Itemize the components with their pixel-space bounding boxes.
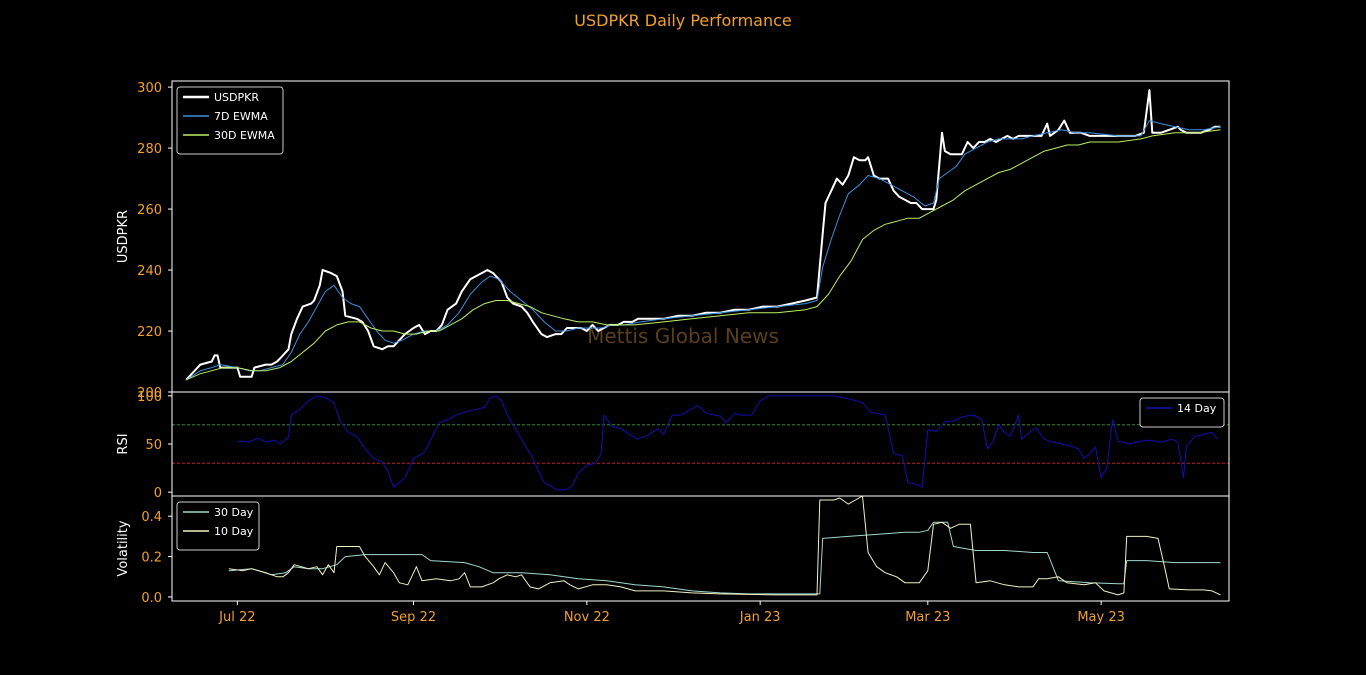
y-tick-label: 220 [137, 325, 162, 340]
legend-box [176, 501, 260, 551]
y-tick-label: 0.4 [141, 510, 162, 525]
series-line-usdpkr [185, 89, 1221, 381]
legend-box [176, 86, 284, 155]
series-line-30-day [228, 521, 1221, 595]
legend-label: 14 Day [1177, 402, 1217, 415]
y-axis-label: RSI [116, 433, 131, 454]
y-tick-label: 280 [137, 142, 162, 157]
y-tick-label: 0 [154, 486, 162, 501]
y-tick-label: 100 [137, 390, 162, 405]
y-tick-label: 200 [137, 386, 162, 401]
y-axis-label: Volatility [116, 520, 131, 576]
legend: 14 Day [1139, 397, 1225, 428]
series-line-30d-ewma [186, 129, 1221, 381]
x-tick-label: Sep 22 [391, 610, 436, 625]
legend-label: USDPKR [214, 91, 259, 104]
legend-box [1139, 397, 1225, 428]
y-tick-label: 240 [137, 264, 162, 279]
panel-volatility: 0.0 0.2 0.4 Volatility 30 Day 10 Day [116, 495, 1230, 606]
legend-label: 10 Day [214, 525, 254, 538]
y-tick-label: 0.0 [141, 591, 162, 606]
y-tick-label: 0.2 [141, 551, 162, 566]
legend-label: 30D EWMA [214, 129, 275, 142]
y-tick-label: 50 [145, 438, 162, 453]
y-tick-label: 260 [137, 203, 162, 218]
legend-label: 7D EWMA [214, 110, 268, 123]
series-line-10-day [228, 495, 1221, 596]
legend: USDPKR 7D EWMA 30D EWMA [176, 86, 284, 155]
panel-frame [171, 495, 1230, 602]
x-tick-label: Nov 22 [564, 610, 610, 625]
x-tick-label: May 23 [1077, 610, 1125, 625]
legend: 30 Day 10 Day [176, 501, 260, 551]
panel-rsi: 0 50 100 RSI 14 Day [116, 390, 1230, 501]
series-line-14-day [237, 395, 1218, 491]
x-tick-label: Mar 23 [905, 610, 950, 625]
y-tick-label: 300 [137, 81, 162, 96]
panel-price: Mettis Global News 200 220 240 260 280 300 USDP… [116, 80, 1230, 401]
x-tick-label: Jan 23 [739, 610, 781, 625]
watermark: Mettis Global News [587, 324, 779, 348]
legend-label: 30 Day [214, 506, 254, 519]
x-tick-label: Jul 22 [218, 610, 255, 625]
y-axis-label: USDPKR [116, 210, 131, 263]
chart-title: USDPKR Daily Performance [574, 11, 792, 30]
